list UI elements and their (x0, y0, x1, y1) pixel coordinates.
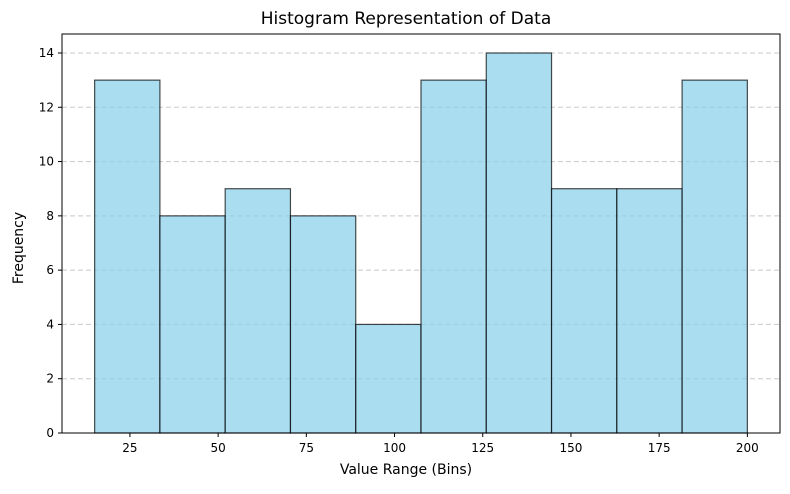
y-tick-label: 14 (39, 46, 54, 60)
y-tick-label: 10 (39, 155, 54, 169)
histogram-bar (355, 323, 422, 434)
x-tick-label: 100 (383, 441, 406, 455)
x-tick-label: 50 (210, 441, 225, 455)
chart-title: Histogram Representation of Data (261, 9, 552, 29)
y-tick-label: 2 (46, 372, 54, 386)
bars-layer (94, 52, 748, 434)
y-tick-label: 12 (39, 100, 54, 114)
histogram-bar (420, 79, 487, 434)
y-axis-label: Frequency (11, 212, 27, 284)
histogram-bar (616, 188, 683, 434)
x-tick-label: 125 (471, 441, 494, 455)
x-axis-label: Value Range (Bins) (340, 462, 472, 478)
x-tick-label: 25 (122, 441, 137, 455)
histogram-bar (681, 79, 748, 434)
x-tick-label: 200 (736, 441, 759, 455)
y-tick-label: 8 (46, 209, 54, 223)
axes-layer (61, 33, 781, 434)
plot-frame (61, 33, 781, 434)
x-tick-label: 175 (648, 441, 671, 455)
y-tick-label: 4 (46, 317, 54, 331)
histogram-bar (159, 215, 226, 434)
histogram-bar (289, 215, 357, 434)
histogram-bar (485, 52, 553, 434)
histogram-bar (224, 188, 292, 434)
y-tick-label: 6 (46, 263, 54, 277)
y-tick-label: 0 (46, 426, 54, 440)
x-tick-label: 75 (299, 441, 314, 455)
x-tick-label: 150 (559, 441, 582, 455)
histogram-bar (550, 188, 618, 434)
histogram-bar (94, 79, 161, 434)
ticks-layer: 25 50 75 100 125 150 175 200 0 2 4 6 8 10 12 14 (39, 46, 759, 455)
